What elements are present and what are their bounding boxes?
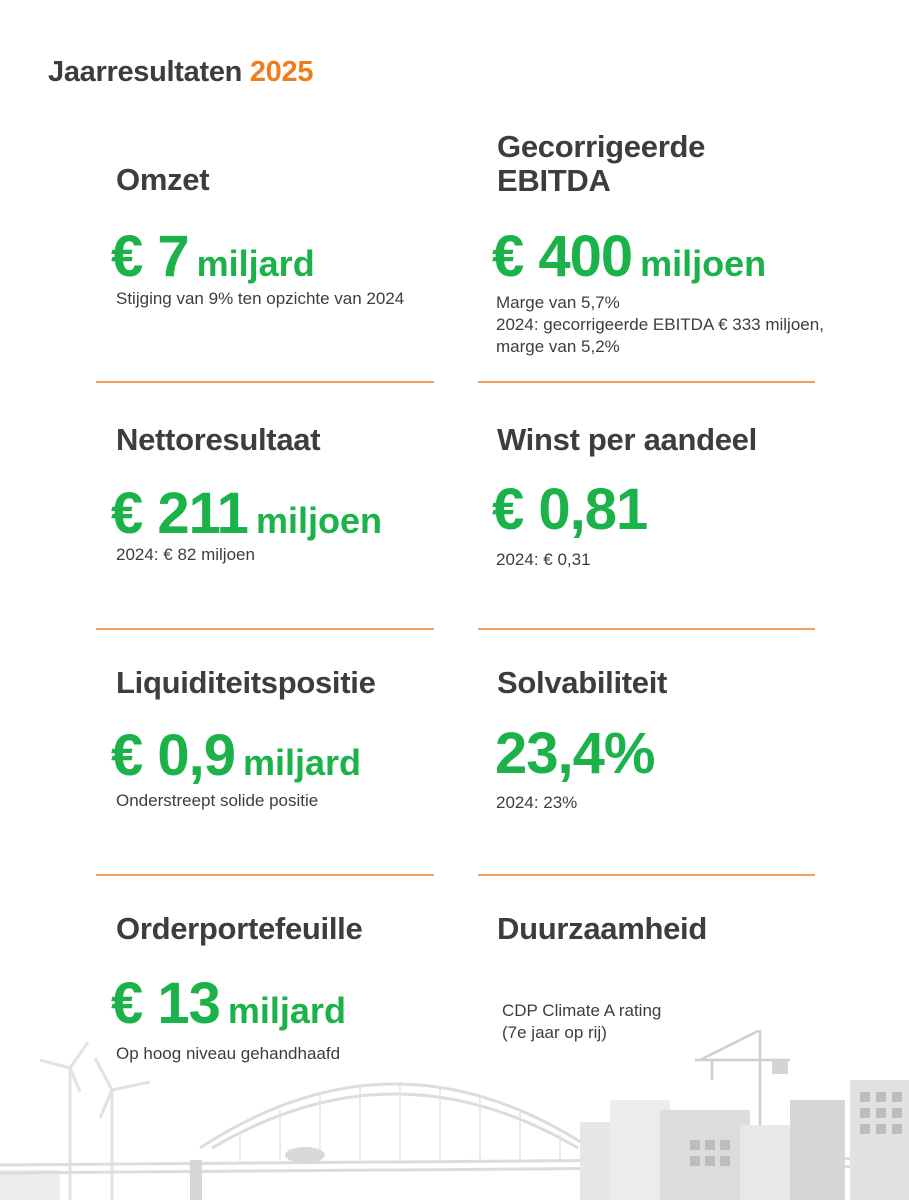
kpi-label: Orderportefeuille: [116, 911, 363, 946]
kpi-note: Op hoog niveau gehandhaafd: [116, 1044, 341, 1063]
kpi-value-liquiditeit: € 0,9 miljard: [111, 727, 361, 785]
kpi-label: Duurzaamheid: [497, 911, 707, 946]
kpi-note: (7e jaar op rij): [502, 1023, 607, 1042]
kpi-label: Liquiditeitspositie: [116, 665, 376, 700]
kpi-value: € 13: [111, 971, 221, 1036]
kpi-value: € 7: [111, 224, 190, 289]
kpi-omzet: Omzet: [116, 163, 476, 197]
kpi-solvabiliteit: Solvabiliteit: [497, 666, 857, 700]
title-year: 2025: [249, 56, 314, 88]
kpi-unit: miljoen: [640, 243, 767, 284]
page-title: Jaarresultaten 2025: [48, 56, 313, 89]
kpi-note: Stijging van 9% ten opzichte van 2024: [116, 289, 405, 308]
kpi-value-orderportefeuille: € 13 miljard: [111, 975, 346, 1033]
kpi-label: Omzet: [116, 162, 210, 197]
kpi-label-line2: EBITDA: [497, 163, 611, 198]
kpi-value-omzet: € 7 miljard: [111, 228, 315, 286]
kpi-value-nettoresultaat: € 211 miljoen: [111, 485, 382, 543]
kpi-orderportefeuille: Orderportefeuille: [116, 912, 476, 946]
skyline-illustration: [0, 1030, 909, 1200]
kpi-value: 23,4%: [495, 721, 655, 786]
kpi-note: 2024: gecorrigeerde EBITDA € 333 miljoen…: [496, 315, 824, 334]
kpi-note: CDP Climate A rating: [502, 1001, 662, 1020]
kpi-ebitda: Gecorrigeerde EBITDA: [497, 130, 857, 198]
divider: [96, 628, 434, 630]
kpi-note: Onderstreept solide positie: [116, 791, 319, 810]
divider: [96, 381, 434, 383]
wind-turbine-icon: [39, 1041, 151, 1200]
kpi-notes-ebitda: Marge van 5,7% 2024: gecorrigeerde EBITD…: [496, 292, 824, 358]
kpi-label: Nettoresultaat: [116, 422, 321, 457]
kpi-value-solvabiliteit: 23,4%: [495, 725, 655, 783]
kpi-value: € 0,9: [111, 723, 236, 788]
kpi-unit: miljard: [196, 243, 315, 284]
kpi-nettoresultaat: Nettoresultaat: [116, 423, 476, 457]
divider: [478, 381, 815, 383]
divider: [478, 874, 815, 876]
kpi-note: 2024: € 0,31: [496, 550, 591, 569]
kpi-label-line1: Gecorrigeerde: [497, 129, 706, 164]
kpi-value: € 0,81: [492, 477, 648, 542]
kpi-label: Solvabiliteit: [497, 665, 668, 700]
kpi-winst-per-aandeel: Winst per aandeel: [497, 423, 857, 457]
kpi-liquiditeit: Liquiditeitspositie: [116, 666, 476, 700]
divider: [478, 628, 815, 630]
kpi-duurzaamheid: Duurzaamheid: [497, 912, 857, 946]
kpi-unit: miljoen: [255, 500, 382, 541]
kpi-note: Marge van 5,7%: [496, 293, 620, 312]
divider: [96, 874, 434, 876]
kpi-note: marge van 5,2%: [496, 337, 620, 356]
kpi-value: € 400: [492, 224, 633, 289]
kpi-notes-duurzaamheid: CDP Climate A rating (7e jaar op rij): [502, 1000, 661, 1044]
kpi-value: € 211: [111, 481, 249, 546]
crane-icon: [695, 1030, 790, 1125]
kpi-value-ebitda: € 400 miljoen: [492, 228, 766, 286]
title-main: Jaarresultaten: [48, 56, 243, 88]
kpi-label: Winst per aandeel: [497, 422, 757, 457]
kpi-unit: miljard: [227, 990, 346, 1031]
kpi-note: 2024: € 82 miljoen: [116, 545, 255, 564]
kpi-value-winst: € 0,81: [492, 481, 648, 539]
kpi-unit: miljard: [243, 742, 362, 783]
kpi-note: 2024: 23%: [496, 793, 578, 812]
